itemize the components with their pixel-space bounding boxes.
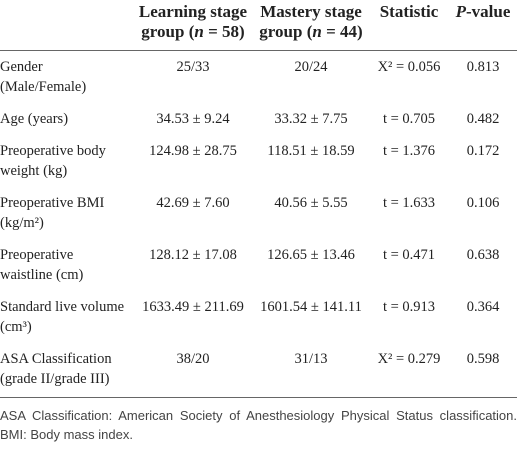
table-row: ASA Classification (grade II/grade III) 3… [0, 343, 517, 398]
header-cell: P-value [449, 0, 517, 51]
table-body: Gender (Male/Female) 25/33 20/24 X² = 0.056… [0, 51, 517, 398]
table-cell: 42.69 ± 7.60 [156, 195, 230, 211]
header-text: = 58) [203, 22, 245, 41]
header-text: Statistic [379, 2, 439, 21]
table-cell: 20/24 [294, 59, 328, 75]
header-text: P [455, 2, 466, 21]
table-cell: 0.813 [466, 59, 500, 75]
header-text: = 44) [321, 22, 363, 41]
table-cell: t = 1.376 [382, 143, 436, 159]
table-row: Age (years) 34.53 ± 9.24 33.32 ± 7.75 t = 0… [0, 103, 517, 135]
header-cell: Mastery stage group (n = 44) [253, 0, 369, 51]
table-cell: 0.638 [466, 247, 500, 263]
header-row: Learning stage group (n = 58) Mastery st… [0, 0, 517, 51]
table-cell: 1601.54 ± 141.11 [260, 299, 362, 315]
row-label: Age (years) [0, 111, 69, 127]
table-cell: 33.32 ± 7.75 [274, 111, 348, 127]
header-text: Learning stage group ( [138, 2, 248, 41]
table-cell: 124.98 ± 28.75 [149, 143, 237, 159]
table-cell: 126.65 ± 13.46 [267, 247, 355, 263]
row-label: Preoperative BMI (kg/m²) [0, 195, 105, 231]
table-cell: 40.56 ± 5.55 [274, 195, 348, 211]
table-row: Preoperative body weight (kg) 124.98 ± 28… [0, 135, 517, 187]
header-text: n [312, 22, 322, 41]
header-cell [0, 0, 133, 51]
table-cell: 0.106 [466, 195, 500, 211]
table-row: Preoperative BMI (kg/m²) 42.69 ± 7.60 40.5… [0, 187, 517, 239]
header-text: n [194, 22, 204, 41]
row-label: Gender (Male/Female) [0, 59, 87, 95]
row-label: Preoperative body weight (kg) [0, 143, 106, 179]
table-cell: 0.364 [466, 299, 500, 315]
table-cell: t = 0.913 [382, 299, 436, 315]
header-text: -value [466, 2, 511, 21]
footnote: ASA Classification: American Society of … [0, 408, 517, 442]
table-row: Standard live volume (cm³) 1633.49 ± 211.… [0, 291, 517, 343]
table-cell: 0.598 [449, 343, 517, 398]
table-cell: 118.51 ± 18.59 [267, 143, 355, 159]
table-cell: 38/20 [133, 343, 253, 398]
table-row: Preoperative waistline (cm) 128.12 ± 17.0… [0, 239, 517, 291]
table-cell: X² = 0.279 [369, 343, 449, 398]
table-cell: t = 1.633 [382, 195, 436, 211]
row-label: Preoperative waistline (cm) [0, 247, 84, 283]
table-cell: 34.53 ± 9.24 [156, 111, 230, 127]
row-label: Standard live volume (cm³) [0, 299, 125, 335]
table-cell: 0.172 [466, 143, 500, 159]
data-table: Learning stage group (n = 58) Mastery st… [0, 0, 517, 398]
table-cell: 0.482 [466, 111, 500, 127]
header-text: Mastery stage group ( [259, 2, 362, 41]
header-cell: Learning stage group (n = 58) [133, 0, 253, 51]
table-cell: 25/33 [176, 59, 210, 75]
row-label: ASA Classification (grade II/grade III) [0, 343, 133, 398]
table-cell: 128.12 ± 17.08 [149, 247, 237, 263]
table-cell: t = 0.705 [382, 111, 436, 127]
header-cell: Statistic [369, 0, 449, 51]
table-cell: X² = 0.056 [377, 59, 441, 75]
table-cell: 1633.49 ± 211.69 [142, 299, 244, 315]
table-row: Gender (Male/Female) 25/33 20/24 X² = 0.056… [0, 51, 517, 104]
table-cell: 31/13 [253, 343, 369, 398]
table-cell: t = 0.471 [382, 247, 436, 263]
